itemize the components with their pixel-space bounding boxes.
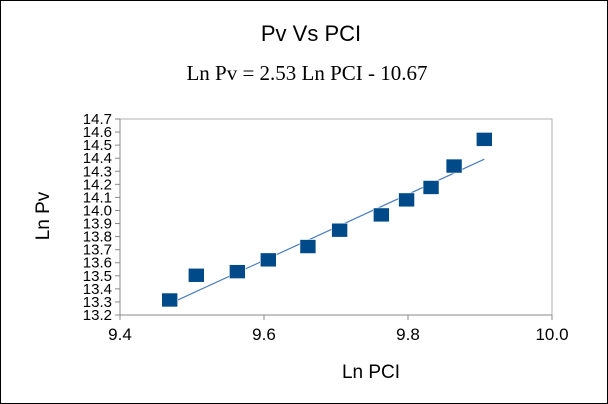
y-tick-label: 14.1 [83,189,112,206]
data-point [422,180,440,195]
x-tick-label: 9.4 [108,325,132,344]
data-point [398,192,415,208]
y-tick-label: 14.7 [83,111,112,128]
data-point [476,132,493,147]
data-point [331,222,348,238]
data-point [299,239,317,254]
x-tick-label: 9.6 [252,325,276,344]
y-tick-label: 14.0 [83,202,112,219]
chart-title: Pv Vs PCI [261,21,361,46]
x-tick-label: 9.8 [396,325,420,344]
data-point [373,207,390,223]
y-tick-label: 13.8 [83,229,112,246]
data-point [445,158,463,174]
y-tick-label: 13.9 [83,216,112,233]
data-point [260,252,277,268]
y-tick-label: 14.3 [83,163,112,180]
y-tick-label: 13.2 [83,307,112,324]
x-axis-title: Ln PCI [342,362,400,383]
y-tick-label: 13.4 [83,281,112,298]
y-tick-label: 14.2 [83,176,112,193]
y-tick-label: 14.5 [83,137,112,154]
y-tick-label: 14.4 [83,150,112,167]
x-tick-label: 10.0 [535,325,568,344]
y-tick-label: 13.7 [83,242,112,259]
data-point [161,292,178,308]
y-tick-label: 13.5 [83,268,112,285]
data-point [188,267,205,283]
plot-area-border [119,118,553,316]
y-tick-label: 13.3 [83,294,112,311]
y-tick-label: 13.6 [83,255,112,272]
chart-equation: Ln Pv = 2.53 Ln PCI - 10.67 [186,61,427,85]
y-tick-label: 14.6 [83,124,112,141]
data-point [229,264,246,279]
y-axis-title: Ln Pv [33,191,54,240]
